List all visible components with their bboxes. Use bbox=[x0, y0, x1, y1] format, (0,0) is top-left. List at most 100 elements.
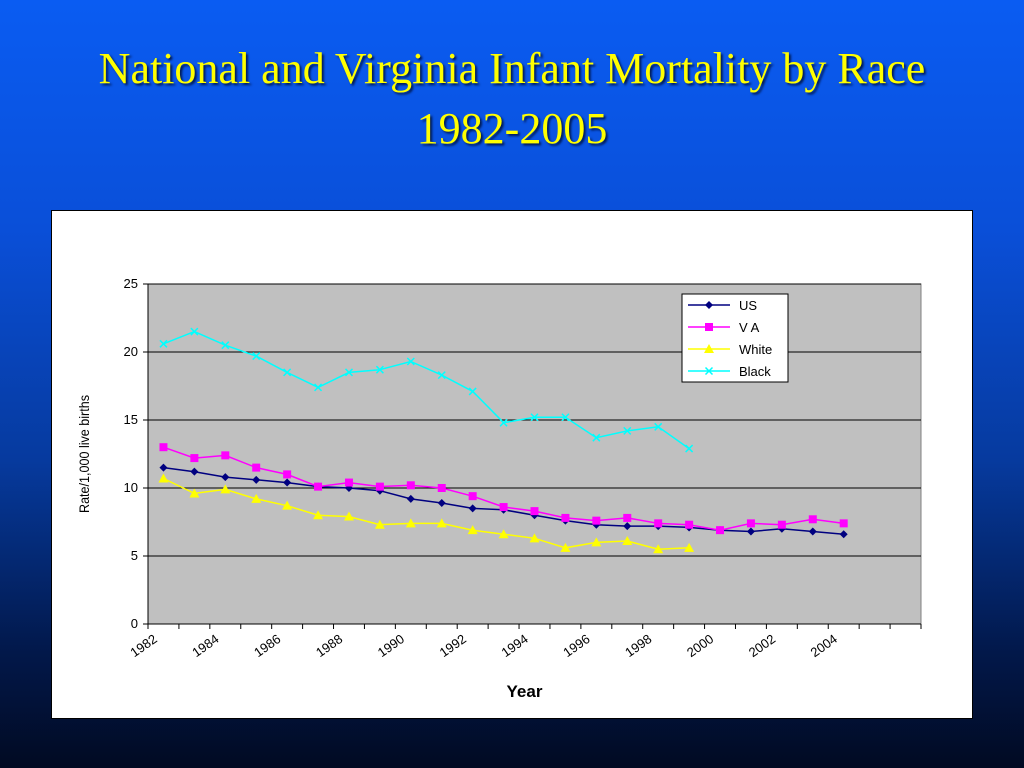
data-point-square bbox=[375, 482, 384, 491]
data-point-square bbox=[406, 481, 415, 490]
data-point-diamond bbox=[221, 473, 230, 482]
x-axis-label: Year bbox=[507, 682, 543, 701]
data-point-square bbox=[592, 516, 601, 525]
y-tick-label: 25 bbox=[124, 276, 138, 291]
data-point-x bbox=[437, 371, 446, 380]
data-point-square bbox=[314, 482, 323, 491]
data-point-x bbox=[344, 368, 354, 377]
y-tick-label: 10 bbox=[124, 480, 138, 495]
data-point-triangle bbox=[251, 493, 262, 503]
series-line bbox=[163, 330, 690, 450]
x-tick-label: 1998 bbox=[622, 631, 654, 660]
x-tick-label: 1988 bbox=[313, 631, 345, 660]
data-point-x bbox=[561, 413, 570, 422]
data-point-x bbox=[654, 422, 663, 431]
y-axis-label: Rate/1,000 live births bbox=[76, 395, 92, 513]
legend-item: V A bbox=[688, 320, 760, 335]
data-point-x bbox=[499, 418, 508, 427]
x-tick-label: 1996 bbox=[560, 631, 592, 660]
data-point-diamond bbox=[839, 530, 848, 539]
data-point-square bbox=[221, 451, 230, 460]
data-point-triangle bbox=[622, 536, 633, 546]
data-point-square bbox=[499, 503, 508, 512]
data-point-triangle bbox=[436, 518, 447, 528]
gridlines bbox=[148, 283, 921, 557]
data-point-x bbox=[623, 426, 632, 435]
data-point-triangle bbox=[653, 544, 664, 554]
line-chart: 0 5 10 15 20 25 1982 1984 1986 1988 1990 1992 1994 19… bbox=[76, 276, 922, 701]
data-point-diamond bbox=[252, 475, 261, 484]
data-point-triangle bbox=[591, 537, 602, 547]
y-tick-label: 15 bbox=[124, 412, 138, 427]
data-point-square bbox=[777, 520, 786, 529]
data-point-diamond bbox=[808, 527, 817, 536]
data-point-x bbox=[375, 365, 384, 374]
data-point-square bbox=[654, 519, 663, 528]
data-point-triangle bbox=[343, 511, 354, 521]
data-point-square bbox=[437, 484, 446, 492]
data-point-square bbox=[716, 526, 725, 535]
data-point-square bbox=[808, 515, 817, 524]
x-tick-label: 1986 bbox=[251, 631, 283, 660]
data-point-square bbox=[561, 513, 570, 522]
chart-frame: 0 5 10 15 20 25 1982 1984 1986 1988 1990 1992 1994 19… bbox=[51, 210, 973, 719]
data-point-square bbox=[530, 507, 539, 516]
series-black bbox=[159, 327, 694, 453]
x-tick-label: 1994 bbox=[498, 631, 530, 660]
data-point-triangle bbox=[467, 525, 478, 535]
series-white bbox=[158, 473, 695, 554]
plot-area bbox=[147, 283, 922, 625]
data-point-x bbox=[592, 433, 601, 442]
data-point-x bbox=[190, 327, 199, 336]
data-point-x bbox=[704, 366, 714, 376]
legend-label: US bbox=[739, 298, 757, 313]
data-point-square bbox=[685, 520, 694, 529]
data-point-x bbox=[283, 368, 292, 377]
data-point-triangle bbox=[220, 484, 231, 494]
data-point-triangle bbox=[189, 488, 200, 498]
y-tick-label: 5 bbox=[131, 548, 138, 563]
x-tick-label: 2000 bbox=[684, 631, 716, 660]
data-point-square bbox=[468, 492, 477, 501]
data-point-square bbox=[190, 454, 199, 463]
data-point-square bbox=[252, 463, 261, 472]
legend-box bbox=[681, 293, 789, 383]
data-point-triangle bbox=[405, 518, 416, 528]
x-tick-label: 2002 bbox=[746, 631, 778, 660]
data-point-diamond bbox=[468, 504, 477, 513]
slide-title: National and Virginia Infant Mortality b… bbox=[98, 44, 926, 93]
x-tick-label: 2004 bbox=[808, 631, 840, 660]
data-point-triangle bbox=[529, 533, 540, 543]
legend-label: Black bbox=[739, 364, 771, 379]
data-point-diamond bbox=[437, 498, 446, 507]
data-point-square bbox=[839, 519, 848, 528]
series-v-a bbox=[159, 443, 848, 535]
legend-item: Black bbox=[688, 364, 771, 379]
x-tick-label: 1992 bbox=[437, 631, 469, 660]
series-line bbox=[163, 477, 690, 550]
legend-item: US bbox=[688, 298, 757, 313]
data-point-triangle bbox=[704, 344, 714, 353]
data-point-triangle bbox=[313, 510, 324, 520]
data-point-x bbox=[530, 413, 539, 422]
data-point-triangle bbox=[498, 529, 509, 539]
series-layer bbox=[158, 327, 848, 554]
data-point-triangle bbox=[282, 500, 293, 510]
data-point-x bbox=[685, 444, 694, 453]
data-point-square bbox=[705, 323, 713, 331]
data-point-diamond bbox=[746, 527, 755, 536]
slide-subtitle-years: 1982-2005 bbox=[416, 104, 608, 153]
y-tick-label: 20 bbox=[124, 344, 138, 359]
data-point-triangle bbox=[560, 542, 571, 552]
data-point-x bbox=[468, 387, 477, 396]
data-point-diamond bbox=[406, 494, 415, 503]
data-point-x bbox=[159, 339, 168, 348]
data-point-diamond bbox=[283, 478, 292, 487]
data-point-x bbox=[314, 383, 323, 392]
data-point-square bbox=[623, 513, 632, 522]
y-tick-label: 0 bbox=[131, 616, 138, 631]
legend-label: V A bbox=[739, 320, 760, 335]
data-point-diamond bbox=[623, 522, 632, 531]
data-point-triangle bbox=[374, 519, 385, 529]
data-point-diamond bbox=[705, 301, 713, 309]
